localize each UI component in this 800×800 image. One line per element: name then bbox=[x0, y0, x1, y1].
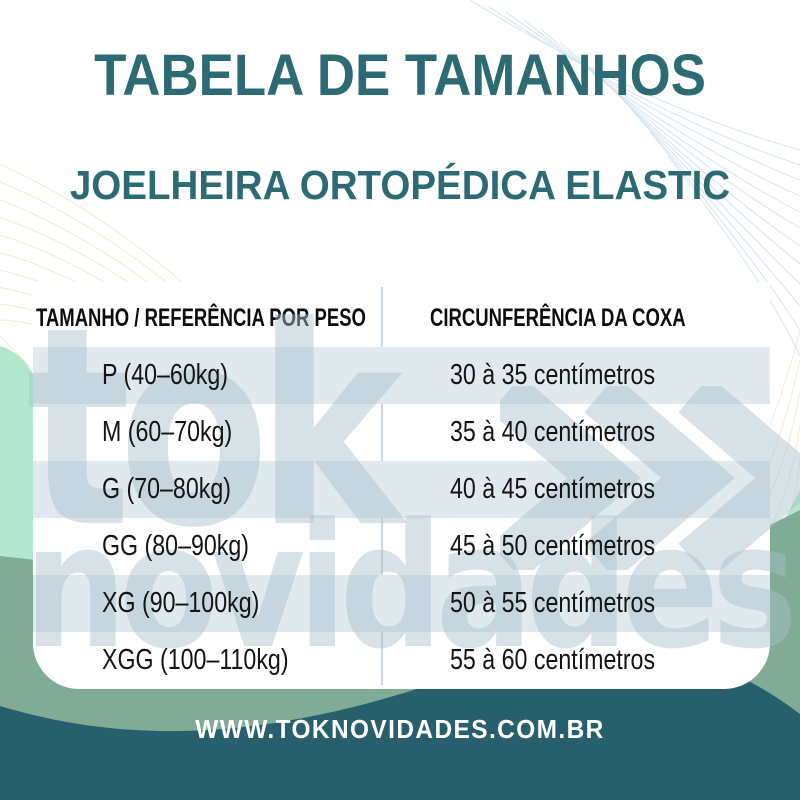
circumference-cell: 50 à 55 centímetros bbox=[450, 587, 656, 619]
column-header-circumference: CIRCUNFERÊNCIA DA COXA bbox=[430, 304, 686, 332]
column-header-size: TAMANHO / REFERÊNCIA POR PESO bbox=[36, 304, 366, 332]
size-cell: G (70–80kg) bbox=[102, 473, 231, 505]
table-row: GG (80–90kg) 45 à 50 centímetros bbox=[33, 518, 770, 575]
size-cell: GG (80–90kg) bbox=[102, 530, 250, 562]
circumference-cell: 55 à 60 centímetros bbox=[450, 644, 656, 676]
size-cell: M (60–70kg) bbox=[102, 416, 233, 448]
table-row: XG (90–100kg) 50 à 55 centímetros bbox=[33, 575, 770, 632]
page-title: TABELA DE TAMANHOS bbox=[94, 43, 706, 108]
circumference-cell: 40 à 45 centímetros bbox=[450, 473, 656, 505]
table-row: XGG (100–110kg) 55 à 60 centímetros bbox=[33, 632, 770, 689]
circumference-cell: 45 à 50 centímetros bbox=[450, 530, 656, 562]
circumference-cell: 35 à 40 centímetros bbox=[450, 416, 656, 448]
table-header-row: TAMANHO / REFERÊNCIA POR PESO CIRCUNFERÊ… bbox=[33, 282, 770, 347]
table-row: G (70–80kg) 40 à 45 centímetros bbox=[33, 461, 770, 518]
size-cell: XGG (100–110kg) bbox=[102, 644, 289, 676]
size-cell: P (40–60kg) bbox=[102, 359, 228, 391]
table-row: P (40–60kg) 30 à 35 centímetros bbox=[33, 347, 770, 404]
product-subtitle: JOELHEIRA ORTOPÉDICA ELASTIC bbox=[69, 162, 731, 208]
table-row: M (60–70kg) 35 à 40 centímetros bbox=[33, 404, 770, 461]
size-table-card: TAMANHO / REFERÊNCIA POR PESO CIRCUNFERÊ… bbox=[33, 282, 770, 689]
website-url: WWW.TOKNOVIDADES.COM.BR bbox=[195, 714, 605, 744]
circumference-cell: 30 à 35 centímetros bbox=[450, 359, 656, 391]
size-cell: XG (90–100kg) bbox=[102, 587, 260, 619]
